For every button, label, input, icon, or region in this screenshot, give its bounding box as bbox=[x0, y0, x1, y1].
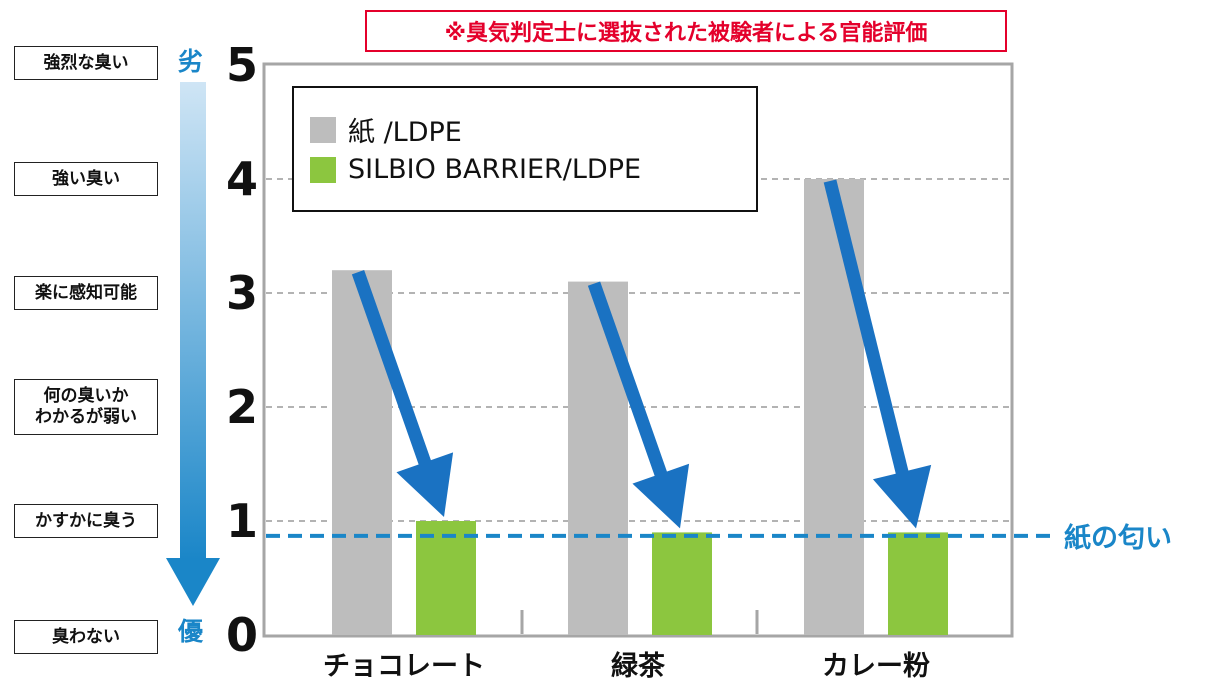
y-tick-label: 0 bbox=[226, 608, 258, 662]
legend-item-silbio: SILBIO BARRIER/LDPE bbox=[310, 154, 641, 185]
intensity-level-4: 強い臭い bbox=[14, 162, 158, 196]
bar-silbio bbox=[416, 521, 476, 635]
intensity-level-0: 臭わない bbox=[14, 620, 158, 654]
y-tick-label: 1 bbox=[226, 494, 258, 548]
intensity-level-3: 楽に感知可能 bbox=[14, 276, 158, 310]
y-tick-label: 3 bbox=[226, 266, 258, 320]
y-tick-label: 5 bbox=[226, 38, 258, 92]
y-tick-label: 4 bbox=[226, 152, 258, 206]
legend-swatch-silbio bbox=[310, 156, 336, 183]
worse-label: 劣 bbox=[178, 47, 204, 76]
intensity-level-5: 強烈な臭い bbox=[14, 46, 158, 80]
reduction-arrow bbox=[823, 179, 932, 529]
y-axis: 0 1 2 3 4 5 bbox=[226, 38, 759, 662]
category-label-curry: カレー粉 bbox=[822, 651, 930, 682]
reduction-arrow bbox=[587, 281, 690, 529]
better-label: 優 bbox=[178, 617, 204, 646]
intensity-level-1: かすかに臭う bbox=[14, 504, 158, 538]
evaluation-note: ※臭気判定士に選抜された被験者による官能評価 bbox=[365, 10, 1007, 52]
category-label-chocolate: チョコレート bbox=[323, 651, 485, 682]
bar-silbio bbox=[652, 532, 712, 635]
legend-item-paper: 紙 /LDPE bbox=[310, 110, 462, 149]
bar-silbio bbox=[888, 532, 948, 635]
legend-swatch-paper bbox=[310, 116, 336, 143]
legend-label-paper: 紙 /LDPE bbox=[348, 117, 462, 148]
reduction-arrow bbox=[351, 270, 454, 517]
paper-odor-label: 紙の匂い bbox=[1064, 523, 1172, 554]
legend-label-silbio: SILBIO BARRIER/LDPE bbox=[348, 154, 642, 185]
bar-paper bbox=[568, 281, 628, 635]
reduction-arrows bbox=[351, 179, 932, 529]
bar-paper bbox=[804, 179, 864, 635]
y-tick-label: 2 bbox=[226, 380, 258, 434]
intensity-level-2: 何の臭いか わかるが弱い bbox=[14, 379, 158, 435]
category-label-green-tea: 緑茶 bbox=[611, 651, 665, 682]
quality-scale-arrow bbox=[166, 82, 220, 606]
legend: 紙 /LDPE SILBIO BARRIER/LDPE bbox=[292, 86, 758, 212]
